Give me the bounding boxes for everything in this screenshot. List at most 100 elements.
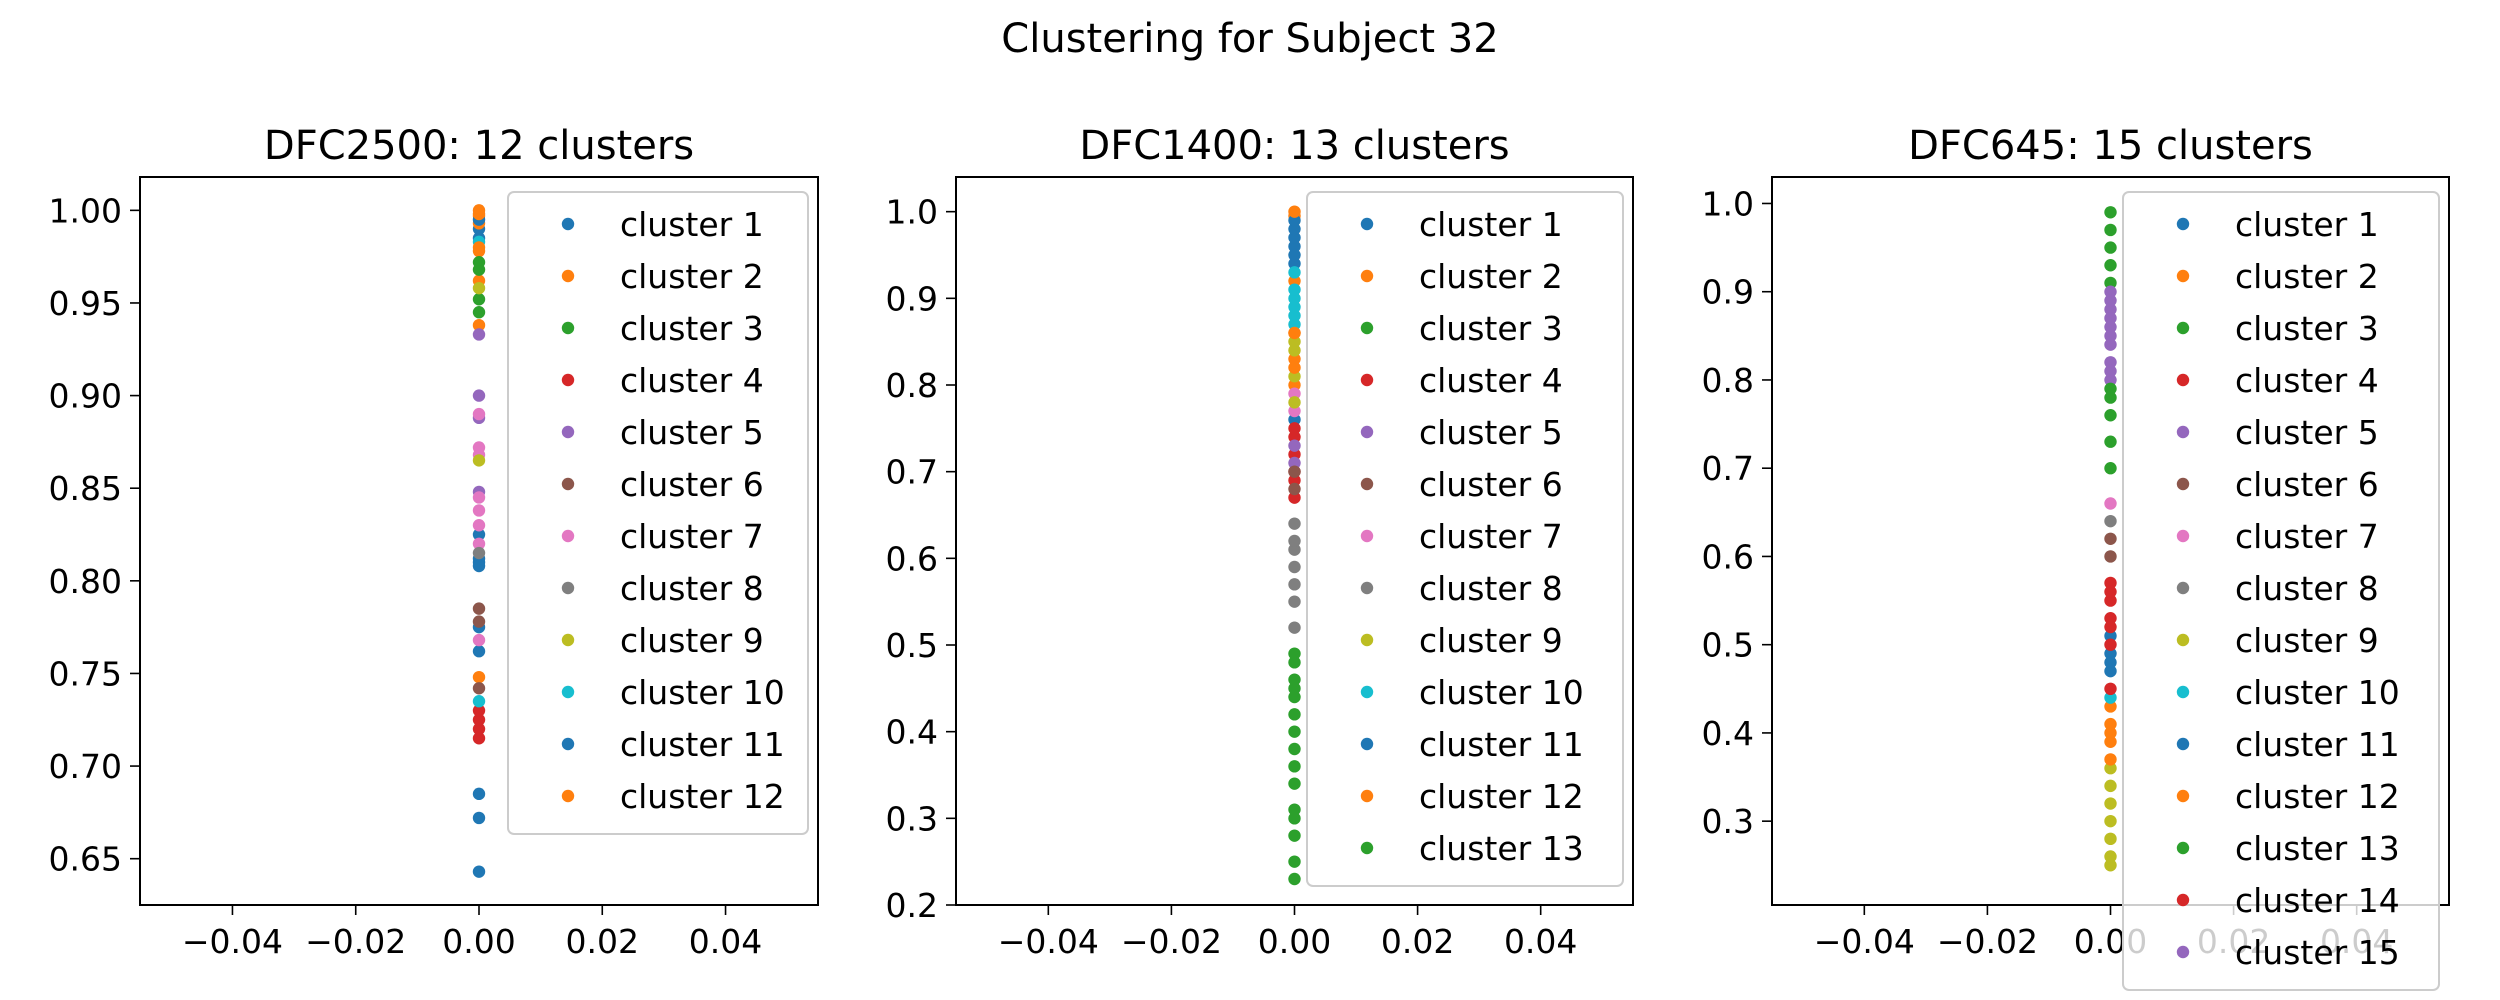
x-tick-label: 0.02 bbox=[1381, 922, 1454, 961]
legend-marker bbox=[2176, 581, 2190, 595]
scatter-point bbox=[1288, 560, 1301, 574]
scatter-point bbox=[1288, 335, 1301, 348]
y-tick-label: 0.9 bbox=[1702, 273, 1754, 312]
scatter-point bbox=[472, 682, 486, 695]
scatter-point bbox=[2104, 373, 2117, 387]
legend: cluster 1 cluster 2 cluster 3 cluster 4 clus… bbox=[2122, 191, 2440, 991]
legend-entry-label: cluster 4 bbox=[1419, 361, 1563, 400]
scatter-point bbox=[1288, 396, 1301, 409]
scatter-point bbox=[2104, 320, 2117, 334]
scatter-point bbox=[1288, 465, 1301, 478]
legend-marker bbox=[2176, 789, 2190, 803]
legend-entry-label: cluster 6 bbox=[2235, 465, 2379, 504]
legend-marker bbox=[2176, 945, 2190, 959]
scatter-point bbox=[472, 207, 486, 221]
legend-entry-label: cluster 4 bbox=[2235, 361, 2379, 400]
x-tick-label: 0.04 bbox=[689, 922, 762, 961]
subplot-3: DFC645: 15 clusters−0.04−0.020.000.020.0… bbox=[1702, 123, 2450, 991]
scatter-point bbox=[1288, 872, 1301, 886]
scatter-point bbox=[1288, 266, 1301, 279]
scatter-point bbox=[1288, 430, 1301, 444]
legend-marker bbox=[2176, 529, 2190, 543]
legend-marker bbox=[1360, 477, 1374, 491]
legend-entry-label: cluster 6 bbox=[1419, 465, 1563, 504]
subplots: DFC2500: 12 clusters −0.04 −0.02 0.00 0.02 0.… bbox=[49, 123, 2450, 991]
legend-marker bbox=[2176, 841, 2190, 855]
legend-marker bbox=[1360, 373, 1374, 387]
x-tick-label: −0.02 bbox=[1121, 922, 1222, 961]
scatter-points bbox=[472, 204, 486, 878]
scatter-point bbox=[2104, 700, 2117, 713]
y-tick-label: 0.4 bbox=[886, 713, 938, 752]
legend-entry-label: cluster 2 bbox=[2235, 257, 2379, 296]
legend: cluster 1 cluster 2 cluster 3 cluster 4 clus… bbox=[507, 191, 809, 835]
legend-marker bbox=[561, 425, 575, 439]
scatter-point bbox=[2104, 612, 2117, 625]
legend-entry-label: cluster 11 bbox=[2235, 725, 2400, 764]
y-tick-label: 0.3 bbox=[886, 799, 938, 838]
scatter-point bbox=[1288, 803, 1301, 816]
scatter-point bbox=[472, 713, 486, 726]
scatter-point bbox=[1288, 543, 1301, 556]
scatter-point bbox=[2104, 356, 2117, 369]
legend-marker bbox=[561, 789, 575, 803]
x-tick-label: −0.04 bbox=[182, 922, 283, 961]
subplot-title: DFC1400: 13 clusters bbox=[1079, 123, 1509, 169]
y-tick-label: 0.75 bbox=[49, 654, 122, 693]
scatter-point bbox=[472, 615, 486, 628]
scatter-point bbox=[472, 602, 486, 615]
legend-marker bbox=[561, 633, 575, 647]
legend-entry-label: cluster 10 bbox=[620, 673, 785, 712]
scatter-point bbox=[2104, 726, 2117, 740]
legend-marker bbox=[1360, 269, 1374, 283]
legend-entry-label: cluster 12 bbox=[620, 777, 785, 816]
x-tick-label: −0.02 bbox=[305, 922, 406, 961]
legend-entry-label: cluster 15 bbox=[2235, 933, 2400, 972]
y-tick-label: 0.2 bbox=[886, 886, 938, 925]
scatter-point bbox=[2104, 691, 2117, 704]
scatter-point bbox=[1288, 309, 1301, 322]
legend-frame bbox=[507, 191, 809, 835]
legend-entry-label: cluster 13 bbox=[2235, 829, 2400, 868]
legend-entry-label: cluster 12 bbox=[2235, 777, 2400, 816]
y-tick-label: 0.80 bbox=[49, 562, 122, 601]
legend-entry-label: cluster 2 bbox=[620, 257, 764, 296]
legend-marker bbox=[1360, 529, 1374, 543]
scatter-point bbox=[1288, 578, 1301, 591]
legend-entry-label: cluster 6 bbox=[620, 465, 764, 504]
scatter-point bbox=[2104, 329, 2117, 343]
legend-frame bbox=[2122, 191, 2440, 991]
legend-marker bbox=[1360, 217, 1374, 231]
scatter-point bbox=[472, 722, 486, 736]
legend-entry-label: cluster 11 bbox=[620, 725, 785, 764]
y-tick-label: 1.00 bbox=[49, 191, 122, 230]
x-tick-label: 0.00 bbox=[1258, 922, 1331, 961]
scatter-point bbox=[2104, 576, 2117, 590]
scatter-point bbox=[2104, 223, 2117, 237]
scatter-point bbox=[2104, 717, 2117, 731]
legend-entry-label: cluster 11 bbox=[1419, 725, 1584, 764]
scatter-point bbox=[2104, 338, 2117, 351]
y-tick-label: 0.90 bbox=[49, 377, 122, 416]
scatter-point bbox=[2104, 259, 2117, 272]
scatter-point bbox=[2104, 585, 2117, 598]
scatter-point bbox=[2104, 850, 2117, 863]
legend-marker bbox=[561, 321, 575, 335]
scatter-point bbox=[1288, 300, 1301, 314]
y-tick-label: 0.95 bbox=[49, 284, 122, 323]
scatter-point bbox=[1288, 214, 1301, 227]
legend-marker bbox=[2176, 477, 2190, 491]
y-tick-label: 1.0 bbox=[1702, 184, 1754, 223]
scatter-point bbox=[1288, 361, 1301, 374]
legend-marker bbox=[561, 477, 575, 491]
scatter-point bbox=[1288, 344, 1301, 357]
y-tick-label: 0.4 bbox=[1702, 714, 1754, 753]
y-tick-label: 0.7 bbox=[886, 453, 938, 492]
legend-entry-label: cluster 7 bbox=[2235, 517, 2379, 556]
legend-entry-label: cluster 8 bbox=[620, 569, 764, 608]
legend-entry-label: cluster 2 bbox=[1419, 257, 1563, 296]
x-tick-label: 0.00 bbox=[442, 922, 515, 961]
scatter-point bbox=[1288, 257, 1301, 270]
x-tick-label: −0.02 bbox=[1937, 922, 2038, 961]
scatter-point bbox=[2104, 294, 2117, 307]
